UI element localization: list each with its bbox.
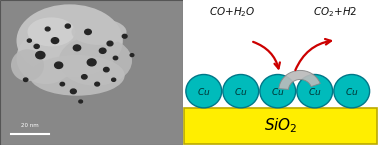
- Text: $\mathit{Cu}$: $\mathit{Cu}$: [234, 86, 248, 97]
- Ellipse shape: [17, 32, 75, 84]
- Circle shape: [122, 34, 127, 38]
- Ellipse shape: [29, 55, 125, 96]
- Circle shape: [112, 78, 116, 81]
- Circle shape: [113, 56, 118, 60]
- Circle shape: [34, 44, 39, 48]
- Circle shape: [27, 39, 31, 42]
- Circle shape: [73, 45, 81, 51]
- Text: $\mathit{Cu}$: $\mathit{Cu}$: [197, 86, 211, 97]
- Text: $\mathit{SiO_2}$: $\mathit{SiO_2}$: [264, 117, 297, 135]
- Text: $\mathit{Cu}$: $\mathit{Cu}$: [308, 86, 322, 97]
- Ellipse shape: [28, 17, 75, 46]
- Circle shape: [87, 59, 96, 66]
- Circle shape: [23, 78, 28, 81]
- Bar: [184, 108, 377, 144]
- Circle shape: [334, 75, 370, 108]
- Circle shape: [45, 27, 50, 31]
- Circle shape: [36, 51, 45, 59]
- Circle shape: [186, 75, 222, 108]
- Text: $\mathit{Cu}$: $\mathit{Cu}$: [271, 86, 285, 97]
- Ellipse shape: [17, 4, 123, 77]
- Circle shape: [85, 29, 91, 35]
- Circle shape: [65, 24, 70, 28]
- Circle shape: [130, 54, 134, 57]
- Circle shape: [297, 75, 333, 108]
- Circle shape: [223, 75, 259, 108]
- Text: 20 nm: 20 nm: [22, 123, 39, 128]
- Text: $\mathit{CO_2}$+$\mathit{H2}$: $\mathit{CO_2}$+$\mathit{H2}$: [313, 5, 357, 19]
- Circle shape: [55, 62, 63, 68]
- Polygon shape: [279, 70, 320, 89]
- Text: $\mathit{Cu}$: $\mathit{Cu}$: [345, 86, 358, 97]
- Circle shape: [260, 75, 296, 108]
- Ellipse shape: [11, 49, 44, 81]
- Circle shape: [104, 67, 109, 72]
- Circle shape: [51, 38, 59, 44]
- Circle shape: [99, 48, 106, 53]
- Ellipse shape: [59, 36, 132, 86]
- Text: $\mathit{CO}$+$\mathit{H_2O}$: $\mathit{CO}$+$\mathit{H_2O}$: [209, 5, 255, 19]
- Circle shape: [107, 41, 113, 46]
- Ellipse shape: [71, 19, 127, 45]
- Circle shape: [70, 89, 76, 94]
- Circle shape: [95, 82, 99, 86]
- Circle shape: [79, 100, 82, 103]
- Circle shape: [82, 75, 87, 79]
- Circle shape: [60, 82, 65, 86]
